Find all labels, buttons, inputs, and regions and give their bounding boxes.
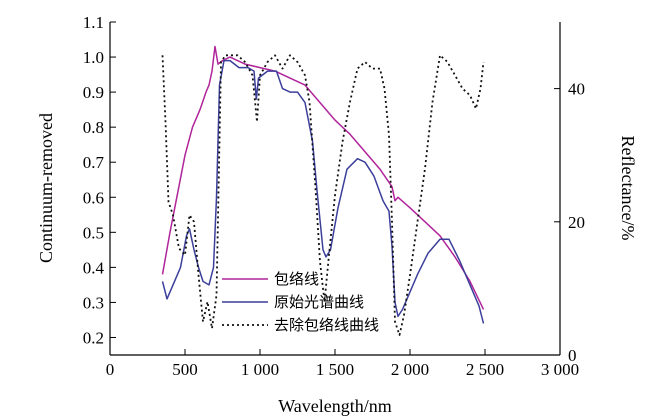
y-tick-label: 1.0: [83, 48, 104, 67]
x-tick-label: 3 000: [541, 360, 579, 379]
y2-tick-label: 40: [568, 80, 585, 99]
y-tick-label: 0.2: [83, 328, 104, 347]
x-tick-label: 2 500: [466, 360, 504, 379]
y2-axis-title: Reflectance/%: [618, 136, 638, 241]
y-tick-label: 0.6: [83, 188, 104, 207]
y-axis-title: Continuum-removed: [36, 113, 56, 263]
legend-label: 包络线: [274, 270, 319, 288]
y-tick-label: 0.5: [83, 223, 104, 242]
y-tick-label: 0.4: [83, 258, 105, 277]
y2-tick-label: 0: [568, 346, 577, 365]
x-tick-label: 500: [172, 360, 198, 379]
axes: 0 500 1 000 1 500 2 000 2 500 3 000 0.2 0.3 0.4 0.…: [83, 13, 585, 379]
y-tick-label: 0.8: [83, 118, 104, 137]
plot-area: [161, 45, 485, 336]
series-line-1: [161, 45, 485, 310]
y-tick-label: 0.9: [83, 83, 104, 102]
x-tick-label: 1 500: [316, 360, 354, 379]
x-tick-label: 1 000: [241, 360, 279, 379]
x-axis-title: Wavelength/nm: [278, 396, 392, 416]
y-tick-label: 1.1: [83, 13, 104, 32]
y2-tick-label: 20: [568, 213, 585, 232]
x-tick-label: 0: [106, 360, 115, 379]
x-tick-label: 2 000: [391, 360, 429, 379]
y-tick-label: 0.3: [83, 293, 104, 312]
legend-label: 去除包络线曲线: [274, 316, 379, 334]
series-line-2: [161, 59, 485, 324]
y-tick-label: 0.7: [83, 153, 105, 172]
series-line-3: [161, 54, 485, 336]
legend-label: 原始光谱曲线: [274, 293, 364, 311]
